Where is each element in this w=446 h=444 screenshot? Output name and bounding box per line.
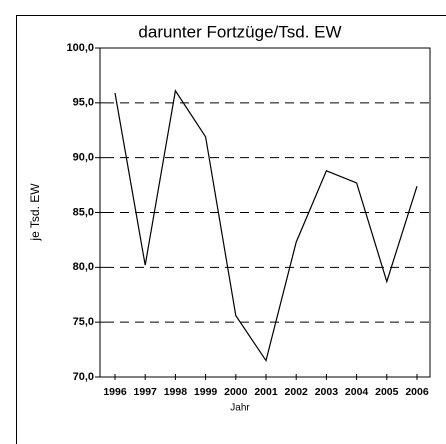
y-axis-label: je Tsd. EW [28,183,42,242]
x-tick-label: 1999 [194,386,218,398]
frame [16,15,446,444]
y-tick-label: 90,0 [73,152,94,164]
x-tick-label: 2002 [285,386,309,398]
x-tick-label: 2005 [375,386,399,398]
y-tick-label: 70,0 [73,371,94,383]
chart-title: darunter Fortzüge/Tsd. EW [138,22,341,41]
x-tick-label: 2004 [345,386,369,398]
x-tick-label: 2006 [405,386,429,398]
x-axis-label: Jahr [230,403,250,414]
y-tick-label: 95,0 [73,97,94,109]
y-tick-label: 85,0 [73,206,94,218]
y-tick-label: 80,0 [73,261,94,273]
y-tick-label: 100,0 [66,42,94,54]
x-tick-label: 2000 [224,386,248,398]
plot-border [99,47,431,378]
x-tick-label: 1998 [164,386,188,398]
x-tick-label: 1996 [103,386,127,398]
line [114,89,418,362]
x-tick-label: 1997 [134,386,158,398]
x-tick-label: 2001 [254,386,278,398]
x-tick-label: 2003 [315,386,339,398]
y-tick-label: 75,0 [73,316,94,328]
